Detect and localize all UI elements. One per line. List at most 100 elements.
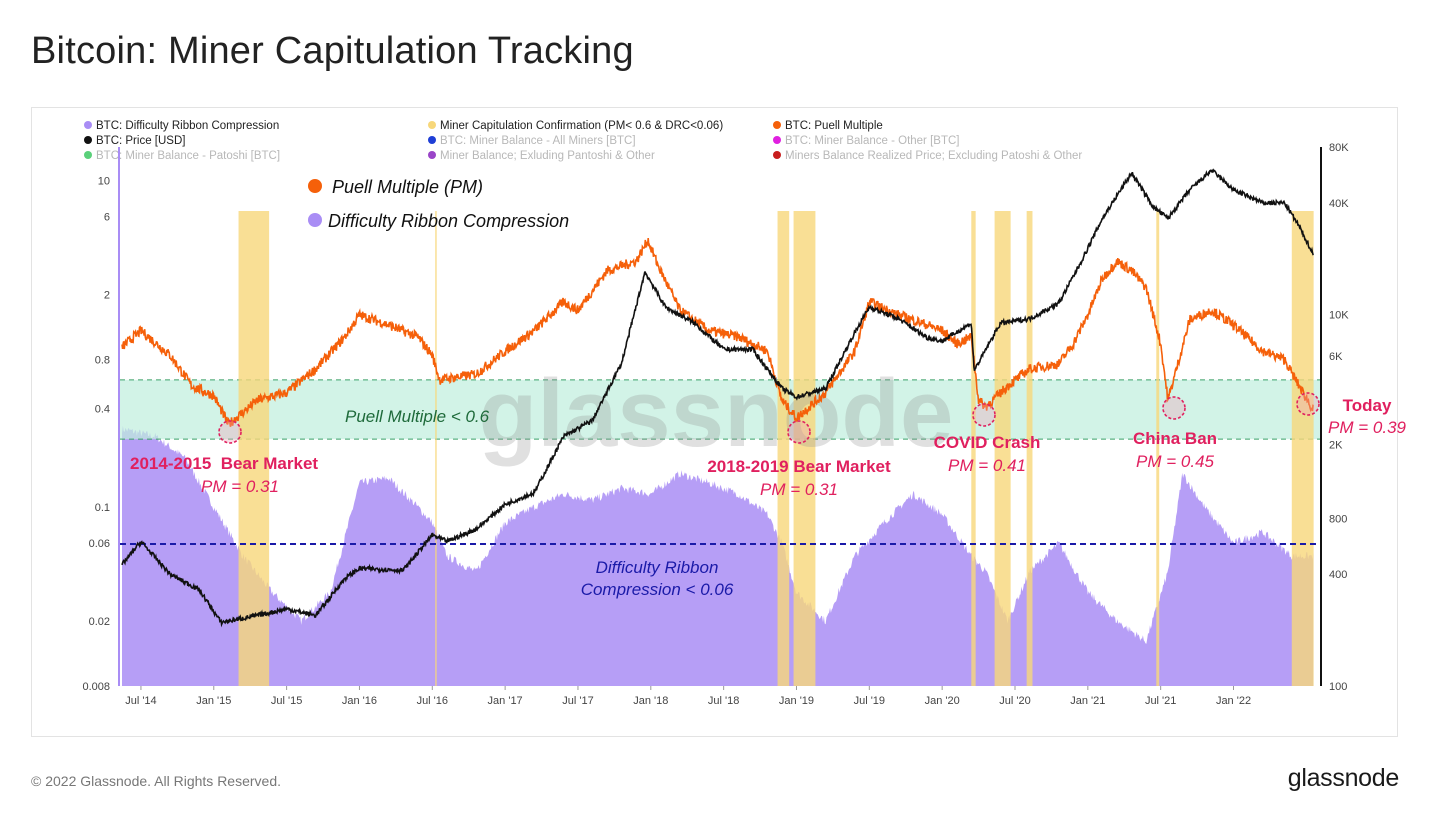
page-title: Bitcoin: Miner Capitulation Tracking <box>31 30 634 72</box>
legend-dot-miner-balance-all <box>428 135 436 144</box>
right-axis-tick-label: 80K <box>1329 142 1349 154</box>
legend-label: BTC: Miner Balance - Patoshi [BTC] <box>96 150 281 162</box>
x-axis-tick-label: Jan '22 <box>1216 695 1251 707</box>
event-title-covid: COVID Crash <box>934 433 1041 452</box>
x-axis-tick-label: Jul '16 <box>417 695 448 707</box>
puell-series-line <box>121 238 1314 427</box>
x-axis-tick-label: Jan '17 <box>488 695 523 707</box>
legend-dot-drc <box>84 120 92 129</box>
legend-label: Miner Capitulation Confirmation (PM< 0.6… <box>440 120 724 132</box>
legend-item-miner-balance-patoshi[interactable]: BTC: Miner Balance - Patoshi [BTC] <box>84 150 280 162</box>
event-title-2015: 2014-2015 Bear Market <box>130 454 318 473</box>
legend-item-puell[interactable]: BTC: Puell Multiple <box>773 120 883 132</box>
x-axis-tick-label: Jul '20 <box>999 695 1030 707</box>
event-marker-china <box>1162 396 1186 420</box>
event-value-covid: PM = 0.41 <box>948 456 1026 475</box>
event-marker-2018 <box>787 420 811 444</box>
legend-label: BTC: Price [USD] <box>96 135 186 147</box>
right-axis-tick-label: 400 <box>1329 569 1347 581</box>
capitulation-band <box>238 211 270 686</box>
legend-item-miner-balance-other[interactable]: BTC: Miner Balance - Other [BTC] <box>773 135 959 147</box>
legend-dot-price <box>84 135 92 144</box>
left-axis-tick-label: 10 <box>98 175 110 187</box>
event-title-today: Today <box>1343 396 1392 415</box>
x-axis-tick-label: Jul '19 <box>854 695 885 707</box>
legend-label: BTC: Puell Multiple <box>785 120 883 132</box>
left-axis-tick-label: 0.8 <box>95 354 110 366</box>
legend-dot-miner-balance-other <box>773 135 781 144</box>
legend-label: BTC: Difficulty Ribbon Compression <box>96 120 280 132</box>
drc-threshold-label-1: Difficulty Ribbon <box>596 558 719 577</box>
right-axis-tick-label: 10K <box>1329 310 1349 322</box>
event-marker-covid <box>972 403 996 427</box>
capitulation-band <box>777 211 790 686</box>
brand-logo: glassnode <box>1287 764 1400 792</box>
capitulation-band <box>1291 211 1314 686</box>
copyright: © 2022 Glassnode. All Rights Reserved. <box>31 773 282 789</box>
right-axis-tick-label: 40K <box>1329 198 1349 210</box>
right-axis-tick-label: 800 <box>1329 513 1347 525</box>
event-title-2018: 2018-2019 Bear Market <box>707 457 891 476</box>
x-axis-tick-label: Jul '14 <box>125 695 156 707</box>
inner-legend-puell-dot <box>308 179 322 193</box>
left-axis-tick-label: 0.008 <box>82 681 110 693</box>
x-axis-tick-label: Jul '17 <box>562 695 593 707</box>
x-axis-tick-label: Jan '21 <box>1070 695 1105 707</box>
price-line-layer <box>121 168 1314 628</box>
legend-item-realized-price[interactable]: Miners Balance Realized Price; Excluding… <box>773 150 1082 162</box>
right-axis-tick-label: 2K <box>1329 439 1343 451</box>
legend-item-miner-balance-excl[interactable]: Miner Balance; Exluding Pantoshi & Other <box>428 150 655 162</box>
event-value-today: PM = 0.39 <box>1328 418 1407 437</box>
event-value-china: PM = 0.45 <box>1136 452 1215 471</box>
capitulation-band <box>994 211 1011 686</box>
price-series-line <box>121 168 1314 628</box>
legend-dot-miner-balance-excl <box>428 150 436 159</box>
drc-area <box>122 425 1314 686</box>
x-axis-tick-label: Jul '15 <box>271 695 302 707</box>
capitulation-band <box>435 211 437 686</box>
inner-legend-drc-dot <box>308 213 322 227</box>
legend-label: BTC: Miner Balance - Other [BTC] <box>785 135 960 147</box>
puell-threshold-zone <box>120 379 1320 440</box>
legend-item-miner-balance-all[interactable]: BTC: Miner Balance - All Miners [BTC] <box>428 135 636 147</box>
legend-item-capitulation[interactable]: Miner Capitulation Confirmation (PM< 0.6… <box>428 120 723 132</box>
drc-area-layer <box>122 425 1314 686</box>
left-axis-tick-label: 0.1 <box>95 502 110 514</box>
chart-panel: BTC: Difficulty Ribbon Compression Miner… <box>31 107 1398 737</box>
legend-dot-puell <box>773 120 781 129</box>
puell-threshold-label: Puell Multiple < 0.6 <box>345 407 490 426</box>
capitulation-band <box>1026 211 1033 686</box>
event-value-2015: PM = 0.31 <box>201 477 279 496</box>
legend-label: BTC: Miner Balance - All Miners [BTC] <box>440 135 636 147</box>
event-title-china: China Ban <box>1133 429 1217 448</box>
drc-threshold-label-2: Compression < 0.06 <box>581 580 734 599</box>
x-axis-tick-label: Jan '16 <box>342 695 377 707</box>
axis-ticks-layer: 10 6 2 0.8 0.4 0.1 0.06 0.02 0.008 80K 40K 10K 6K 2K 8… <box>82 142 1349 707</box>
legend-item-drc[interactable]: BTC: Difficulty Ribbon Compression <box>84 120 279 132</box>
left-axis-tick-label: 0.4 <box>95 404 110 416</box>
left-axis-tick-label: 0.02 <box>89 616 110 628</box>
event-marker-2015 <box>218 420 242 444</box>
watermark: glassnode <box>479 360 954 467</box>
event-value-2018: PM = 0.31 <box>760 480 838 499</box>
legend-dot-capitulation <box>428 120 436 129</box>
left-axis-tick-label: 0.06 <box>89 538 110 550</box>
right-axis-tick-label: 6K <box>1329 351 1343 363</box>
left-axis-tick-label: 6 <box>104 212 110 224</box>
right-axis-tick-label: 100 <box>1329 681 1347 693</box>
capitulation-band <box>1156 211 1160 686</box>
left-axis-tick-label: 2 <box>104 289 110 301</box>
puell-zone-layer <box>120 379 1320 440</box>
legend-dot-miner-balance-patoshi <box>84 150 92 159</box>
x-axis-tick-label: Jul '21 <box>1145 695 1176 707</box>
legend-item-price[interactable]: BTC: Price [USD] <box>84 135 185 147</box>
puell-line-layer <box>121 238 1314 427</box>
legend-label: Miners Balance Realized Price; Excluding… <box>785 150 1083 162</box>
legend-dot-realized-price <box>773 150 781 159</box>
inner-legend-puell: Puell Multiple (PM) <box>332 177 483 197</box>
x-axis-tick-label: Jul '18 <box>708 695 739 707</box>
x-axis-tick-label: Jan '18 <box>633 695 668 707</box>
legend-label: Miner Balance; Exluding Pantoshi & Other <box>440 150 655 162</box>
capitulation-band <box>971 211 976 686</box>
